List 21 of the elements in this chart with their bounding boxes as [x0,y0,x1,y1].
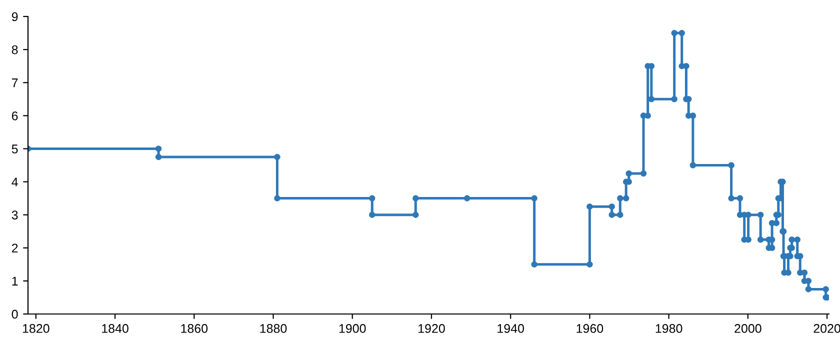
x-tick-label: 1880 [260,324,287,333]
y-tick-label: 5 [12,144,18,154]
y-tick-label: 4 [12,178,18,186]
x-tick-label: 1960 [576,324,604,333]
y-tick-label: 6 [12,111,18,120]
y-tick-label: 3 [12,210,18,220]
x-tick-label: 1940 [498,324,524,333]
x-tick-label: 2000 [734,324,762,333]
y-tick-label: 0 [12,310,18,319]
y-tick-label: 2 [12,244,18,252]
x-tick-label: 1840 [102,324,128,333]
x-tick-label: 1920 [418,324,445,333]
x-tick-label: 1980 [656,324,682,333]
x-tick-label: 1860 [181,324,208,333]
x-tick-label: 1820 [22,324,50,333]
x-tick-label: 1900 [339,324,366,333]
y-tick-label: 1 [12,276,18,286]
y-tick-label: 8 [12,45,18,54]
y-tick-label: 7 [12,78,18,88]
x-tick-label: 2020 [814,324,840,333]
y-tick-label: 9 [12,12,18,22]
